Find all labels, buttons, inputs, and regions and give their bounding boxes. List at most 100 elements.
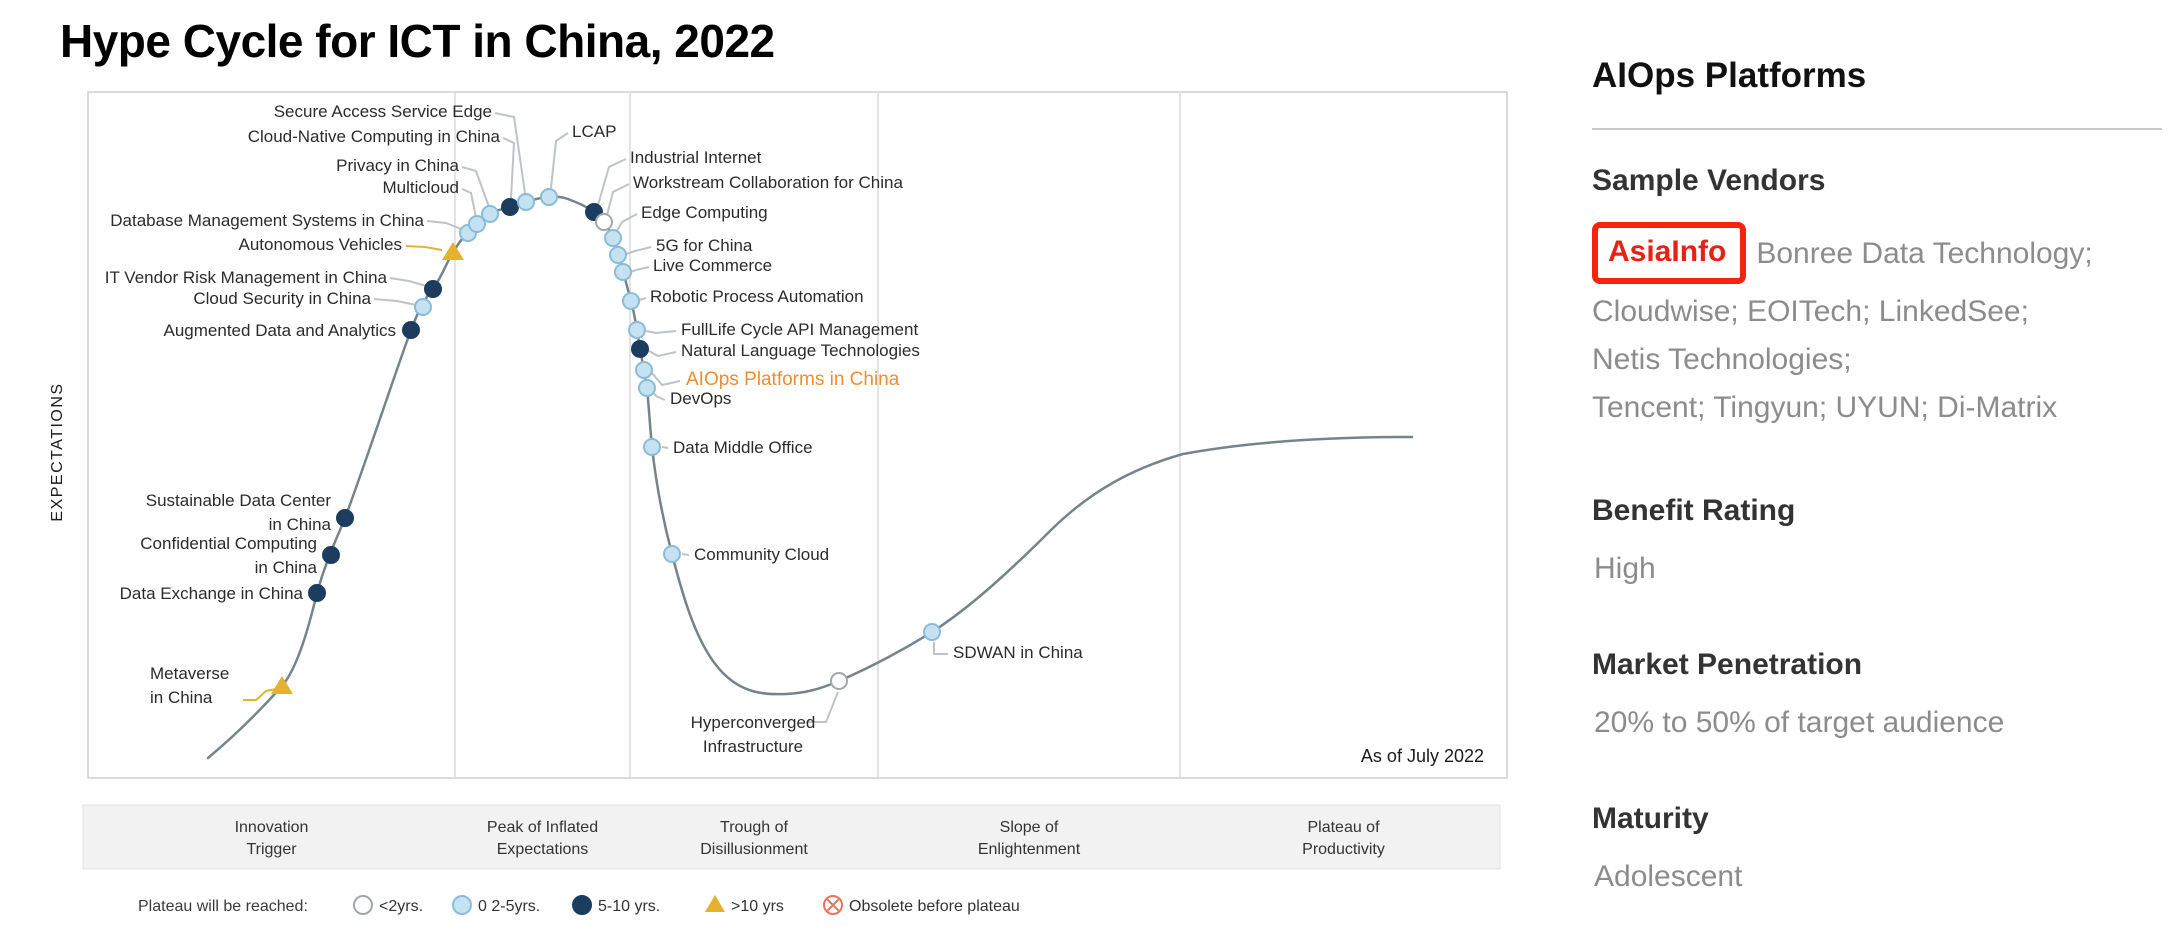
marker-devops-circle-icon	[638, 379, 656, 397]
marker-secure-access-service-edge-circle-icon	[517, 193, 535, 211]
page-title: Hype Cycle for ICT in China, 2022	[60, 15, 775, 67]
leader-cloud-security-in-china	[373, 298, 417, 306]
marker-it-vendor-risk-management-in-china-circle-icon	[424, 280, 442, 298]
label-fulllife-cycle-api-management: FullLife Cycle API Management	[681, 320, 918, 339]
marker-cloud-security-in-china-circle-icon	[414, 298, 432, 316]
leader-data-middle-office	[661, 446, 669, 449]
leader-edge-computing	[616, 213, 638, 232]
label-hyperconverged-infrastructure: Hyperconverged	[691, 713, 816, 732]
label-live-commerce: Live Commerce	[653, 256, 772, 275]
legend-0-2-5yrs-label: 0 2-5yrs.	[478, 898, 540, 915]
marker-fulllife-cycle-api-management-circle-icon	[628, 321, 646, 339]
marker-data-exchange-in-china-circle-icon	[308, 584, 326, 602]
leader-industrial-internet	[597, 158, 627, 206]
label-edge-computing: Edge Computing	[641, 203, 768, 222]
maturity-heading: Maturity	[1592, 802, 1709, 835]
marker-cloud-native-computing-in-china-circle-icon	[501, 198, 519, 216]
leader-privacy-in-china	[461, 166, 490, 208]
panel-title: AIOps Platforms	[1592, 56, 1867, 95]
label-5g-for-china: 5G for China	[656, 236, 753, 255]
label-sustainable-data-center-in-china: Sustainable Data Center	[146, 491, 332, 510]
phase-label-peak-of-inflated-expectations: Expectations	[497, 841, 589, 858]
label-industrial-internet: Industrial Internet	[630, 148, 762, 167]
leader-metaverse-in-china	[243, 688, 277, 701]
legend-10-yrs-triangle-icon	[705, 895, 725, 912]
legend-obsolete-before-plateau-label: Obsolete before plateau	[849, 898, 1020, 915]
legend-title: Plateau will be reached:	[138, 898, 308, 915]
legend-obsolete-before-plateau-obsolete-icon	[826, 898, 840, 912]
label-privacy-in-china: Privacy in China	[336, 156, 459, 175]
marker-sustainable-data-center-in-china-circle-icon	[336, 509, 354, 527]
phase-label-plateau-of-productivity: Plateau of	[1307, 819, 1380, 836]
highlighted-vendor-asiainfo[interactable]: AsiaInfo	[1592, 222, 1747, 284]
legend-0-2-5yrs-circle-icon	[452, 895, 472, 915]
marker-multicloud-circle-icon	[468, 215, 486, 233]
label-database-management-systems-in-china: Database Management Systems in China	[110, 211, 424, 230]
label-augmented-data-and-analytics: Augmented Data and Analytics	[164, 321, 396, 340]
label-workstream-collaboration-for-china: Workstream Collaboration for China	[633, 173, 903, 192]
vendor-line-4: Tencent; Tingyun; UYUN; Di-Matrix	[1592, 391, 2058, 424]
marker-metaverse-in-china-triangle-icon	[271, 676, 293, 694]
market-penetration-heading: Market Penetration	[1592, 648, 1863, 681]
label-autonomous-vehicles: Autonomous Vehicles	[239, 235, 403, 254]
leader-workstream-collaboration-for-china	[606, 183, 630, 216]
leader-robotic-process-automation	[638, 297, 647, 301]
sample-vendors-heading: Sample Vendors	[1592, 164, 1826, 197]
leader-autonomous-vehicles	[405, 245, 443, 251]
benefit-rating-value: High	[1594, 552, 1656, 585]
phase-label-innovation-trigger: Innovation	[235, 819, 309, 836]
market-penetration-value: 20% to 50% of target audience	[1594, 706, 2005, 739]
marker-lcap-circle-icon	[540, 188, 558, 206]
leader-fulllife-cycle-api-management	[645, 330, 677, 335]
phase-label-plateau-of-productivity: Productivity	[1302, 841, 1385, 858]
marker-augmented-data-and-analytics-circle-icon	[402, 321, 420, 339]
leader-it-vendor-risk-management-in-china	[389, 277, 427, 287]
phase-label-trough-of-disillusionment: Trough of	[720, 819, 788, 836]
marker-natural-language-technologies-circle-icon	[631, 340, 649, 358]
leader-secure-access-service-edge	[494, 112, 526, 194]
leader-sdwan-in-china	[933, 642, 948, 655]
label-lcap: LCAP	[572, 122, 616, 141]
y-axis-label: EXPECTATIONS	[49, 382, 66, 521]
hype-cycle-chart: Metaverse in China Data Exchange in China C…	[49, 91, 1508, 915]
marker-5g-for-china-circle-icon	[609, 246, 627, 264]
legend-2yrs-circle-icon	[353, 895, 373, 915]
leader-cloud-native-computing-in-china	[502, 137, 516, 199]
label-community-cloud: Community Cloud	[694, 545, 829, 564]
marker-hyperconverged-infrastructure-circle-icon	[830, 672, 848, 690]
legend-5-10-yrs-label: 5-10 yrs.	[598, 898, 660, 915]
marker-data-middle-office-circle-icon	[643, 438, 661, 456]
marker-community-cloud-circle-icon	[663, 545, 681, 563]
phase-band	[82, 804, 1501, 870]
label-natural-language-technologies: Natural Language Technologies	[681, 341, 920, 360]
legend-obsolete-before-plateau-obsolete-icon	[823, 895, 843, 915]
leader-hyperconverged-infrastructure	[806, 691, 839, 723]
leader-multicloud	[461, 188, 477, 218]
label-it-vendor-risk-management-in-china: IT Vendor Risk Management in China	[105, 268, 388, 287]
marker-confidential-computing-in-china-circle-icon	[322, 546, 340, 564]
leader-lcap	[550, 132, 569, 189]
label-multicloud: Multicloud	[382, 178, 459, 197]
leader-aiops-platforms-in-china	[651, 372, 681, 387]
label-data-exchange-in-china: Data Exchange in China	[120, 584, 304, 603]
label-sustainable-data-center-in-china: in China	[269, 515, 332, 534]
marker-privacy-in-china-circle-icon	[481, 205, 499, 223]
maturity-value: Adolescent	[1594, 860, 1743, 893]
marker-robotic-process-automation-circle-icon	[622, 292, 640, 310]
label-metaverse-in-china: in China	[150, 688, 213, 707]
marker-workstream-collaboration-for-china-circle-icon	[595, 213, 613, 231]
vendor-line-1: Bonree Data Technology;	[1756, 236, 2093, 270]
marker-aiops-platforms-in-china-circle-icon	[635, 361, 653, 379]
marker-edge-computing-circle-icon	[604, 229, 622, 247]
label-metaverse-in-china: Metaverse	[150, 664, 229, 683]
label-confidential-computing-in-china: in China	[255, 558, 318, 577]
marker-live-commerce-circle-icon	[614, 263, 632, 281]
marker-autonomous-vehicles-triangle-icon	[442, 242, 464, 260]
label-cloud-native-computing-in-china: Cloud-Native Computing in China	[248, 127, 501, 146]
vendor-line-3: Netis Technologies;	[1592, 343, 1852, 376]
label-data-middle-office: Data Middle Office	[673, 438, 813, 457]
phase-label-slope-of-enlightenment: Enlightenment	[978, 841, 1081, 858]
label-devops: DevOps	[670, 389, 731, 408]
leader-live-commerce	[630, 266, 650, 273]
